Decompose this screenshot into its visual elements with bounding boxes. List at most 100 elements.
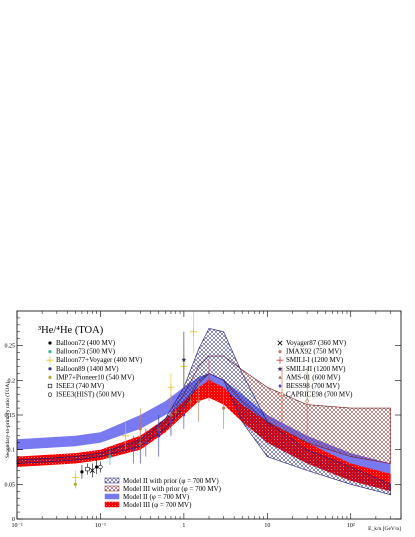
data-point (173, 409, 178, 413)
model-band-0 (16, 327, 391, 496)
series-10 (181, 331, 187, 388)
legend-entry: ISEE3(HIST) (500 MV) (47, 391, 125, 399)
legend-label: CAPRICE98 (700 MV) (286, 391, 353, 399)
legend-label: Balloon73 (500 MV) (56, 348, 116, 356)
x-tick-label: 10⁻² (12, 523, 23, 529)
y-tick-label: 0.05 (5, 482, 16, 488)
legend-entry: Balloon77+Voyager (400 MV) (46, 356, 143, 364)
legend-swatch (104, 485, 120, 492)
legend-entry: Model II (φ = 700 MV) (104, 493, 190, 501)
series-7 (89, 463, 95, 478)
legend-label: Model III (φ = 700 MV) (123, 501, 192, 509)
legend-label: IMAX92 (750 MV) (286, 348, 342, 356)
legend-entry: IMP7+Pioneer10 (540 MV) (48, 373, 135, 381)
legend-models: Model II with prior (φ = 700 MV)Model II… (104, 477, 222, 509)
legend-marker (277, 340, 283, 346)
legend-label: IMP7+Pioneer10 (540 MV) (56, 373, 135, 381)
legend-swatch (104, 477, 120, 484)
legend-experiments-right: Voyager87 (360 MV)IMAX92 (750 MV)SMILI-I… (276, 339, 353, 399)
legend-entry: Balloon72 (400 MV) (48, 339, 116, 347)
legend-entry: Voyager87 (360 MV) (277, 339, 347, 347)
legend-entry: BESS98 (700 MV) (278, 382, 340, 390)
legend-entry: CAPRICE98 (700 MV) (278, 391, 353, 399)
legend-label: SMILI-I (1200 MV) (286, 356, 344, 364)
series-0 (80, 460, 99, 479)
data-point (189, 328, 197, 336)
legend-label: Balloon89 (1400 MV) (56, 365, 119, 373)
legend-label: SMILI-II (1200 MV) (286, 365, 346, 373)
data-point (169, 419, 173, 424)
legend-entry: AMS-01 (600 MV) (278, 373, 341, 381)
x-tick-label: 10 (264, 523, 270, 529)
data-point (132, 447, 136, 452)
data-point (98, 464, 103, 470)
legend-entry: Model III (φ = 700 MV) (104, 501, 192, 509)
x-tick-label: 10⁻¹ (95, 523, 106, 529)
legend-label: ISEE3(HIST) (500 MV) (56, 391, 125, 399)
legend-marker (278, 350, 282, 354)
data-point (138, 440, 143, 445)
series-12 (132, 401, 186, 464)
legend-entry: Model II with prior (φ = 700 MV) (104, 477, 219, 485)
x-axis: 10⁻² 10⁻¹ 1 10 10² (12, 311, 402, 529)
legend-marker (278, 392, 282, 398)
x-axis-label: E_k/n [GeV/n] (368, 526, 401, 532)
data-point (196, 399, 201, 403)
legend-entry: Model III with prior (φ = 700 MV) (104, 485, 222, 493)
data-point (222, 406, 226, 410)
data-point (188, 399, 193, 403)
y-tick-label: 0.2 (8, 378, 16, 384)
legend-marker (47, 383, 53, 389)
data-point (305, 398, 310, 404)
x-tick-label: 10² (347, 523, 355, 529)
chart-title: ³He/⁴He (TOA) (38, 325, 104, 336)
series-1 (108, 448, 112, 465)
data-point (157, 430, 161, 435)
data-point (167, 383, 175, 391)
legend-marker (48, 341, 52, 345)
y-tick-label: 0.1 (8, 448, 16, 454)
data-point (85, 466, 90, 472)
y-axis: 0 0.05 0.1 0.15 0.2 0.25 (5, 317, 401, 523)
data-point (95, 465, 99, 469)
data-point (122, 432, 130, 440)
legend-entry: IMAX92 (750 MV) (278, 348, 342, 356)
legend-marker (278, 375, 282, 379)
legend-marker (48, 350, 52, 354)
series-4 (73, 480, 77, 489)
data-point (144, 440, 148, 445)
series-5 (85, 463, 90, 475)
legend-marker (278, 384, 282, 388)
legend-label: Model III with prior (φ = 700 MV) (123, 485, 222, 493)
y-tick-label: 0.25 (5, 344, 16, 350)
data-point (71, 473, 79, 481)
legend-experiments-left: Balloon72 (400 MV)Balloon73 (500 MV)Ball… (46, 339, 143, 399)
data-point (181, 357, 187, 362)
legend-marker (48, 367, 52, 371)
legend-swatch (104, 501, 120, 508)
legend-entry: Balloon73 (500 MV) (48, 348, 116, 356)
legend-entry: SMILI-II (1200 MV) (277, 365, 346, 373)
legend-marker (276, 356, 284, 364)
y-tick-label: 0 (12, 517, 15, 523)
data-point (108, 455, 112, 459)
x-tick-label: 1 (182, 523, 185, 529)
y-axis-label: Secondary-to-primary ratio (TOA) (4, 382, 11, 458)
series-6 (98, 461, 103, 473)
model-bands (16, 327, 391, 496)
legend-swatch (104, 493, 120, 500)
y-tick-label: 0.15 (5, 413, 16, 419)
legend-label: AMS-01 (600 MV) (286, 373, 341, 381)
legend-label: Model II with prior (φ = 700 MV) (123, 477, 219, 485)
legend-label: Balloon72 (400 MV) (56, 339, 116, 347)
legend-entry: ISEE3 (740 MV) (47, 382, 105, 390)
data-point (80, 470, 84, 474)
legend-label: Balloon77+Voyager (400 MV) (56, 356, 143, 364)
legend-label: ISEE3 (740 MV) (56, 382, 105, 390)
data-point (89, 467, 95, 473)
legend-marker (46, 356, 54, 364)
data-point (138, 427, 142, 431)
legend-marker (277, 366, 283, 372)
data-point (205, 376, 213, 384)
